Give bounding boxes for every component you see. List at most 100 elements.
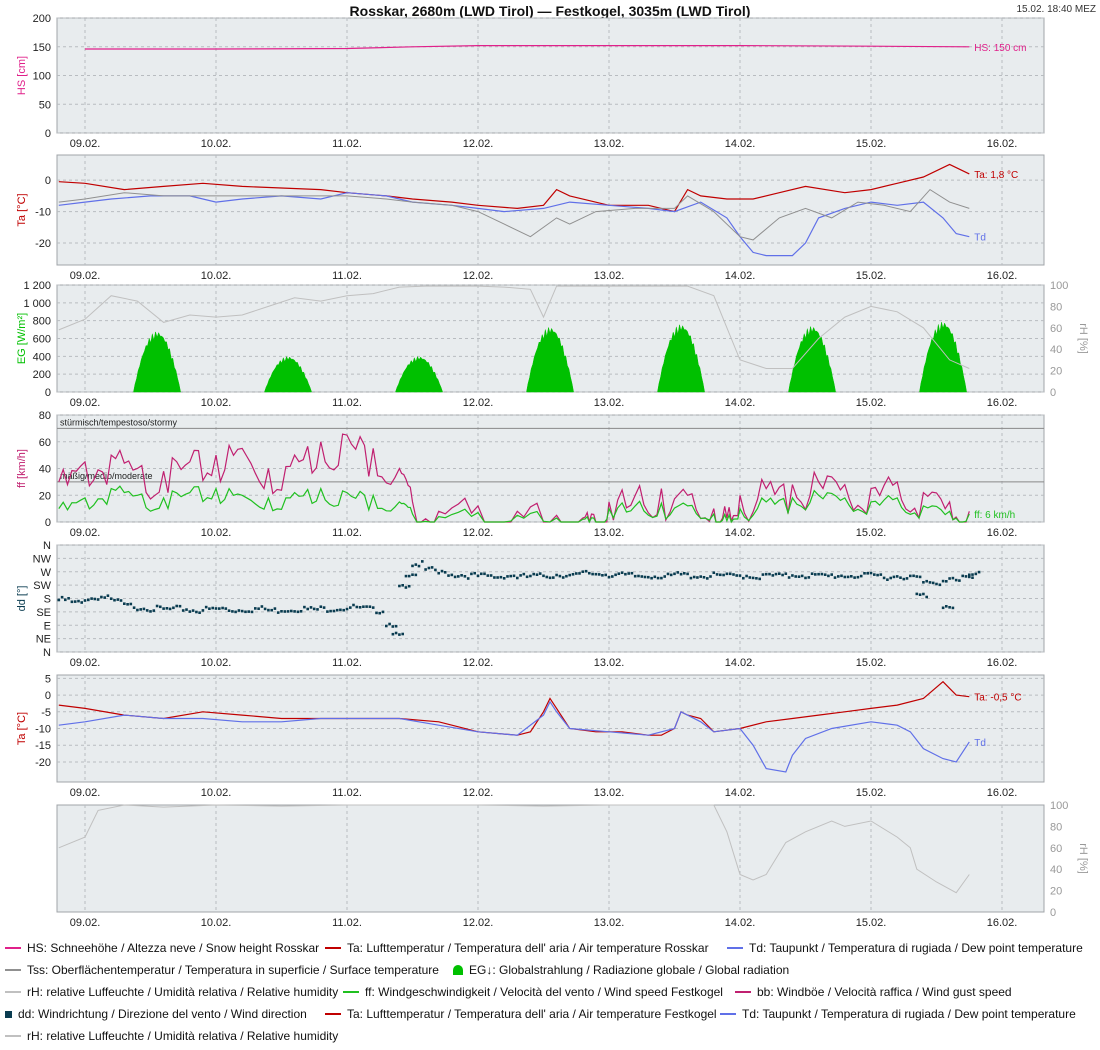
dd-point xyxy=(175,604,178,608)
y-tick-label: N xyxy=(43,647,51,659)
value-annotation: Td xyxy=(974,233,986,244)
y2-tick-label: 40 xyxy=(1050,344,1062,356)
dd-point xyxy=(902,577,906,581)
dd-point xyxy=(843,575,847,579)
y-tick-label: -5 xyxy=(41,707,51,719)
dd-point xyxy=(316,608,319,611)
y-tick-label: 80 xyxy=(39,410,51,422)
dd-point xyxy=(787,576,791,579)
dd-point xyxy=(797,575,801,578)
dd-point xyxy=(837,575,840,578)
dd-point xyxy=(568,573,571,577)
dd-point xyxy=(974,572,978,576)
dd-point xyxy=(509,574,512,578)
dd-point xyxy=(948,606,951,609)
legend-swatch xyxy=(720,1013,736,1015)
dd-point xyxy=(398,633,401,636)
value-annotation: HS: 150 cm xyxy=(974,43,1026,54)
legend-label: rH: relative Luffeuchte / Umidità relati… xyxy=(27,1029,339,1043)
dd-point xyxy=(791,574,794,577)
chart-title: Rosskar, 2680m (LWD Tirol) — Festkogel, … xyxy=(350,3,751,19)
y-tick-label: 60 xyxy=(39,437,51,449)
y2-tick-label: 0 xyxy=(1050,907,1056,919)
dd-point xyxy=(856,575,860,579)
dd-point xyxy=(928,581,932,584)
legend-item-hs: HS: Schneehöhe / Altezza neve / Snow hei… xyxy=(5,941,319,955)
eg-day-area xyxy=(657,324,705,393)
y-tick-label: SE xyxy=(36,607,51,619)
dd-point xyxy=(607,575,611,579)
x-tick-label: 09.02. xyxy=(70,527,101,539)
dd-point xyxy=(725,572,729,576)
dd-point xyxy=(139,608,142,611)
dd-point xyxy=(617,572,621,575)
dd-point xyxy=(100,595,103,599)
dd-point xyxy=(365,605,368,608)
dd-point xyxy=(286,610,290,613)
dd-point xyxy=(309,606,313,609)
dd-point xyxy=(119,599,123,602)
dd-point xyxy=(516,576,519,580)
legend-label: bb: Windböe / Velocità raffica / Wind gu… xyxy=(757,985,1012,999)
dd-point xyxy=(918,593,922,596)
dd-point xyxy=(968,573,971,577)
dd-point xyxy=(142,607,146,611)
dd-point xyxy=(863,572,866,575)
legend-item-eg: EG↓: Globalstrahlung / Radiazione global… xyxy=(453,963,789,977)
eg-day-area xyxy=(919,322,967,393)
dd-point xyxy=(181,609,185,612)
x-tick-label: 12.02. xyxy=(463,787,494,799)
dd-point xyxy=(545,575,549,579)
dd-point xyxy=(443,571,447,574)
dd-point xyxy=(103,596,106,599)
x-tick-label: 14.02. xyxy=(725,397,756,409)
x-tick-label: 16.02. xyxy=(987,787,1018,799)
dd-point xyxy=(594,572,598,576)
dd-point xyxy=(918,575,922,579)
dd-point xyxy=(506,575,509,578)
dd-point xyxy=(938,583,942,587)
dd-point xyxy=(195,610,198,614)
dd-point xyxy=(925,579,928,583)
eg-day-area xyxy=(133,331,181,393)
dd-point xyxy=(502,577,506,580)
series-line-bb xyxy=(58,433,970,524)
y-axis-label: EG [W/m²] xyxy=(16,313,28,364)
y-axis-label: Ta [°C] xyxy=(16,193,28,226)
dd-point xyxy=(575,572,578,575)
legend-label: Ta: Lufttemperatur / Temperatura dell' a… xyxy=(347,941,709,955)
dd-point xyxy=(83,599,87,602)
dd-point xyxy=(496,576,499,579)
dd-point xyxy=(823,573,827,576)
dd-point xyxy=(951,606,955,610)
y-tick-label: 200 xyxy=(33,13,51,25)
dd-point xyxy=(362,605,365,608)
y-tick-label: 1 200 xyxy=(23,280,51,292)
dd-point xyxy=(935,582,938,586)
dd-point xyxy=(522,572,526,576)
dd-point xyxy=(673,572,676,576)
dd-point xyxy=(578,572,581,575)
dd-point xyxy=(561,576,565,579)
dd-point xyxy=(267,608,270,612)
dd-point xyxy=(457,575,460,578)
legend-item-td-festkogel: Td: Taupunkt / Temperatura di rugiada / … xyxy=(720,1007,1076,1021)
y-tick-label: -10 xyxy=(35,207,51,219)
dd-point xyxy=(945,605,948,608)
x-tick-label: 13.02. xyxy=(594,138,625,150)
series-line-td xyxy=(58,700,970,773)
y2-tick-label: 40 xyxy=(1050,864,1062,876)
dd-point xyxy=(201,609,205,612)
value-annotation: Ta: 1,8 °C xyxy=(974,170,1018,181)
series-line-rh xyxy=(58,285,970,369)
legend-label: rH: relative Luffeuchte / Umidità relati… xyxy=(27,985,339,999)
panel-wind: 09.02. 10.02. 11.02. 12.02. 13.02. 14.02. 15.0… xyxy=(16,410,1045,539)
y-tick-label: 50 xyxy=(39,99,51,111)
dd-point xyxy=(178,604,182,608)
x-tick-label: 15.02. xyxy=(856,138,887,150)
legend-item-tss: Tss: Oberflächentemperatur / Temperatura… xyxy=(5,963,439,977)
dd-point xyxy=(270,608,273,612)
dd-point xyxy=(846,575,850,579)
dd-point xyxy=(67,597,70,600)
dd-point xyxy=(231,610,234,613)
